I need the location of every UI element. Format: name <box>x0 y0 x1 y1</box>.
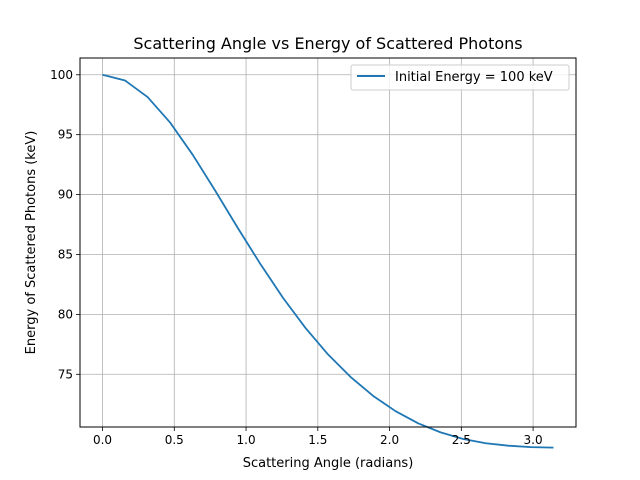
y-tick-label: 95 <box>58 128 73 142</box>
x-axis-label: Scattering Angle (radians) <box>243 456 414 471</box>
x-tick-label: 1.5 <box>308 433 327 447</box>
series-layer <box>102 73 554 449</box>
y-tick-label: 75 <box>58 367 73 381</box>
chart-title: Scattering Angle vs Energy of Scattered … <box>133 34 522 53</box>
y-tick-label: 100 <box>50 68 73 82</box>
y-tick-label: 85 <box>58 247 73 261</box>
x-tick-label: 0.0 <box>93 433 112 447</box>
x-axis: 0.0 0.5 1.0 1.5 2.0 2.5 3.0 <box>93 427 543 447</box>
legend: Initial Energy = 100 keV <box>350 64 570 91</box>
y-axis: 75 80 85 90 95 100 <box>50 68 80 381</box>
x-tick-label: 3.0 <box>524 433 543 447</box>
plot-frame <box>79 57 577 428</box>
legend-label: Initial Energy = 100 keV <box>395 70 553 85</box>
y-axis-label: Energy of Scattered Photons (keV) <box>24 131 39 355</box>
x-tick-label: 2.5 <box>452 433 471 447</box>
legend-box <box>350 64 570 91</box>
x-tick-label: 2.0 <box>380 433 399 447</box>
y-tick-label: 90 <box>58 188 73 202</box>
x-tick-label: 0.5 <box>165 433 184 447</box>
y-tick-label: 80 <box>58 307 73 321</box>
x-tick-label: 1.0 <box>237 433 256 447</box>
series-line <box>102 73 554 449</box>
